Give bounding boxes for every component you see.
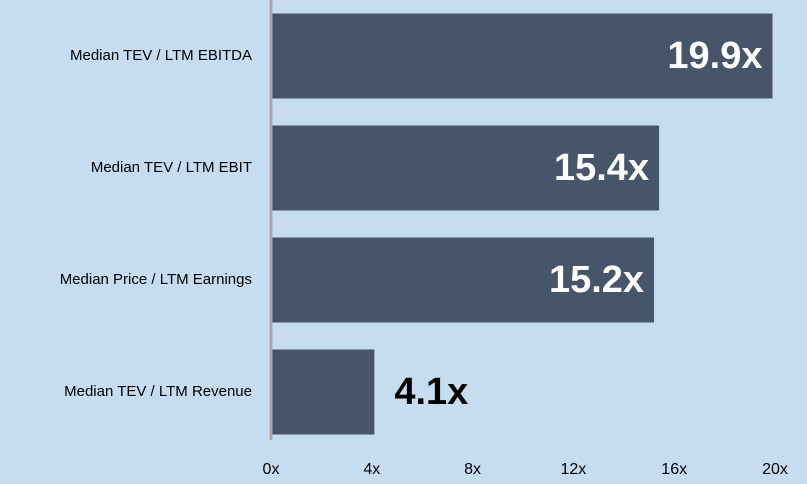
x-tick-label: 0x bbox=[263, 461, 280, 478]
x-tick-label: 8x bbox=[464, 461, 481, 478]
y-tick-label: Median TEV / LTM EBIT bbox=[91, 159, 252, 176]
bar bbox=[271, 237, 655, 323]
y-tick-label: Median Price / LTM Earnings bbox=[60, 271, 252, 288]
bar bbox=[271, 349, 375, 435]
x-tick-label: 12x bbox=[561, 461, 587, 478]
value-label: 15.4x bbox=[554, 147, 649, 189]
y-tick-label: Median TEV / LTM EBITDA bbox=[70, 47, 252, 64]
x-tick-label: 4x bbox=[363, 461, 380, 478]
value-label: 19.9x bbox=[667, 35, 762, 77]
value-label: 4.1x bbox=[394, 371, 468, 413]
bar bbox=[271, 125, 660, 211]
bar bbox=[271, 13, 773, 99]
x-tick-label: 16x bbox=[661, 461, 687, 478]
value-label: 15.2x bbox=[549, 259, 644, 301]
x-tick-label: 20x bbox=[762, 461, 788, 478]
y-tick-label: Median TEV / LTM Revenue bbox=[64, 383, 252, 400]
